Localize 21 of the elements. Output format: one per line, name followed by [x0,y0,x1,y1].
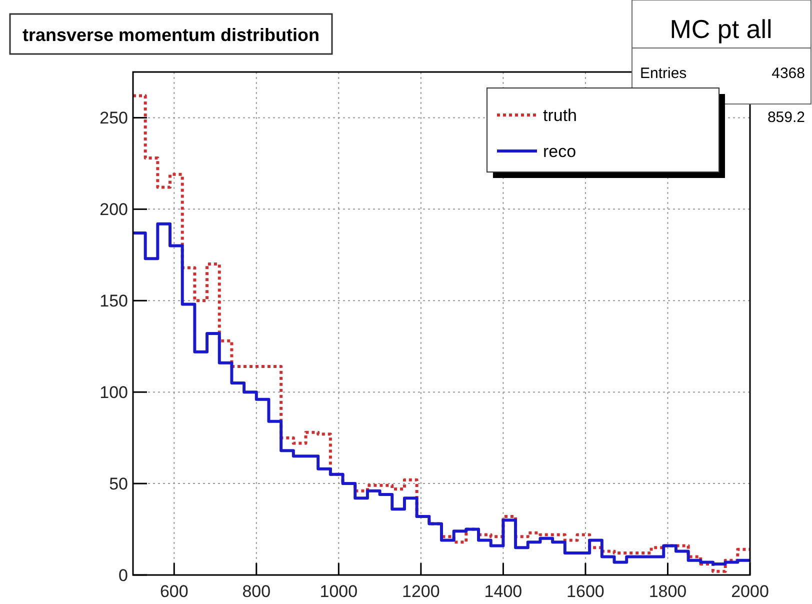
text: 4368 [772,65,805,82]
x-tick-label: 1600 [566,582,604,601]
x-tick-label: 800 [242,582,271,601]
y-tick-label: 200 [100,200,128,220]
y-tick-label: 0 [118,566,128,585]
text: MC pt all [670,14,772,44]
annotation: Entries [640,65,687,82]
text: 859.2 [767,109,805,126]
x-tick-label: 2000 [731,582,769,601]
x-tick-label: 1200 [402,582,440,601]
x-tick-label: 1400 [484,582,522,601]
y-tick-label: 100 [100,383,128,402]
x-tick-label: 600 [160,582,188,601]
y-tick-label: 50 [109,474,128,494]
x-tick-label: 1000 [320,582,358,601]
y-tick-label: 250 [100,108,128,128]
chart-title: transverse momentum distribution [22,25,320,45]
x-tick-label: 1800 [648,582,687,601]
legend-label: reco [543,142,576,161]
y-tick-label: 150 [100,292,128,311]
legend-label: truth [543,106,578,125]
